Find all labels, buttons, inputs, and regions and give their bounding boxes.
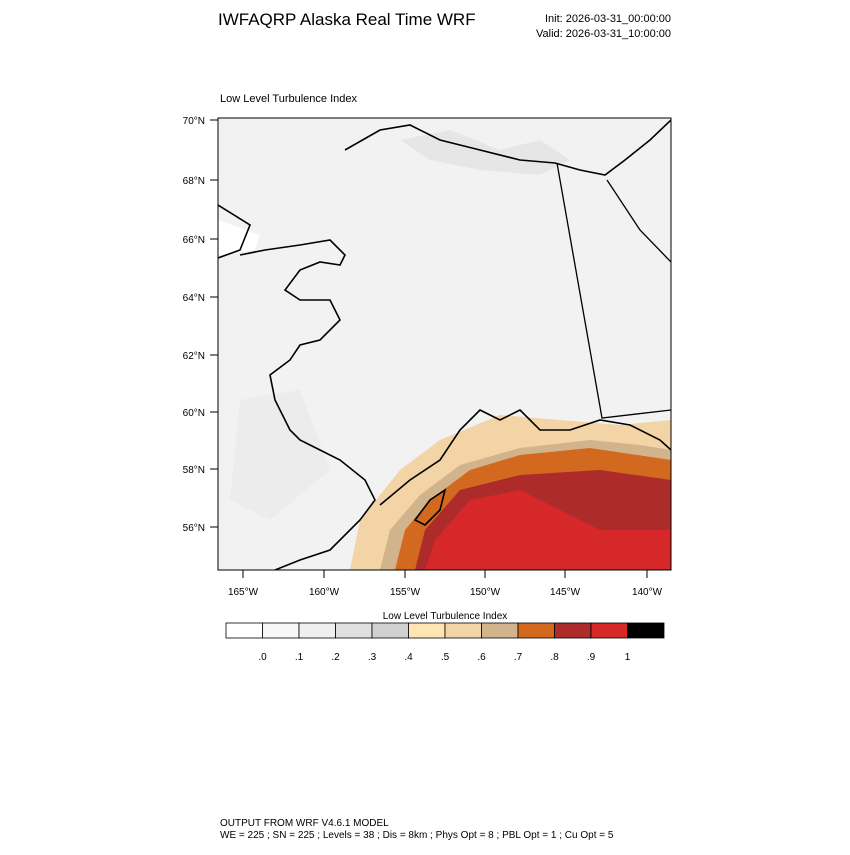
lat-label: 66°N bbox=[183, 235, 205, 246]
colorbar-label: .7 bbox=[514, 652, 523, 663]
colorbar-label: 1 bbox=[625, 652, 631, 663]
turbulence-area bbox=[425, 490, 671, 570]
map bbox=[217, 117, 672, 571]
lat-label: 64°N bbox=[183, 293, 205, 304]
colorbar-box bbox=[554, 622, 592, 639]
footer-line: WE = 225 ; SN = 225 ; Levels = 38 ; Dis … bbox=[220, 830, 614, 841]
colorbar-label: .1 bbox=[295, 652, 304, 663]
colorbar: .0 .1 .2 .3 .4 .5 .6 .7 .8 .9 1 bbox=[225, 622, 665, 663]
valid-time: Valid: 2026-03-31_10:00:00 bbox=[536, 28, 671, 40]
map-title: Low Level Turbulence Index bbox=[220, 93, 357, 105]
colorbar-label: .0 bbox=[258, 652, 267, 663]
border bbox=[556, 162, 671, 419]
lon-label: 145°W bbox=[550, 587, 581, 598]
colorbar-box bbox=[481, 622, 519, 639]
shade bbox=[230, 390, 330, 520]
lat-label: 62°N bbox=[183, 351, 205, 362]
lat-label: 68°N bbox=[183, 176, 205, 187]
coastline bbox=[218, 119, 671, 570]
colorbar-label: .3 bbox=[368, 652, 377, 663]
colorbar-label: .9 bbox=[587, 652, 596, 663]
lon-label: 155°W bbox=[390, 587, 421, 598]
lat-label: 70°N bbox=[183, 116, 205, 127]
map-frame bbox=[217, 117, 672, 571]
lon-label: 140°W bbox=[632, 587, 663, 598]
footer-line: OUTPUT FROM WRF V4.6.1 MODEL bbox=[220, 818, 389, 829]
init-time: Init: 2026-03-31_00:00:00 bbox=[545, 13, 671, 25]
colorbar-box bbox=[517, 622, 555, 639]
colorbar-title: Low Level Turbulence Index bbox=[383, 611, 508, 622]
colorbar-box bbox=[444, 622, 482, 639]
colorbar-label: .5 bbox=[441, 652, 450, 663]
colorbar-box bbox=[371, 622, 409, 639]
colorbar-box bbox=[262, 622, 300, 639]
colorbar-label: .2 bbox=[331, 652, 340, 663]
colorbar-box bbox=[408, 622, 446, 639]
lat-label: 56°N bbox=[183, 523, 205, 534]
lat-label: 58°N bbox=[183, 465, 205, 476]
colorbar-label: .8 bbox=[550, 652, 559, 663]
colorbar-label: .6 bbox=[477, 652, 486, 663]
lat-label: 60°N bbox=[183, 408, 205, 419]
colorbar-box bbox=[225, 622, 263, 639]
colorbar-box bbox=[298, 622, 336, 639]
title: IWFAQRP Alaska Real Time WRF bbox=[218, 10, 476, 29]
colorbar-box bbox=[335, 622, 373, 639]
lon-label: 150°W bbox=[470, 587, 501, 598]
lon-label: 160°W bbox=[309, 587, 340, 598]
colorbar-box bbox=[627, 622, 665, 639]
ocean bbox=[218, 220, 260, 255]
lon-label: 165°W bbox=[228, 587, 259, 598]
colorbar-label: .4 bbox=[404, 652, 413, 663]
colorbar-box bbox=[590, 622, 628, 639]
